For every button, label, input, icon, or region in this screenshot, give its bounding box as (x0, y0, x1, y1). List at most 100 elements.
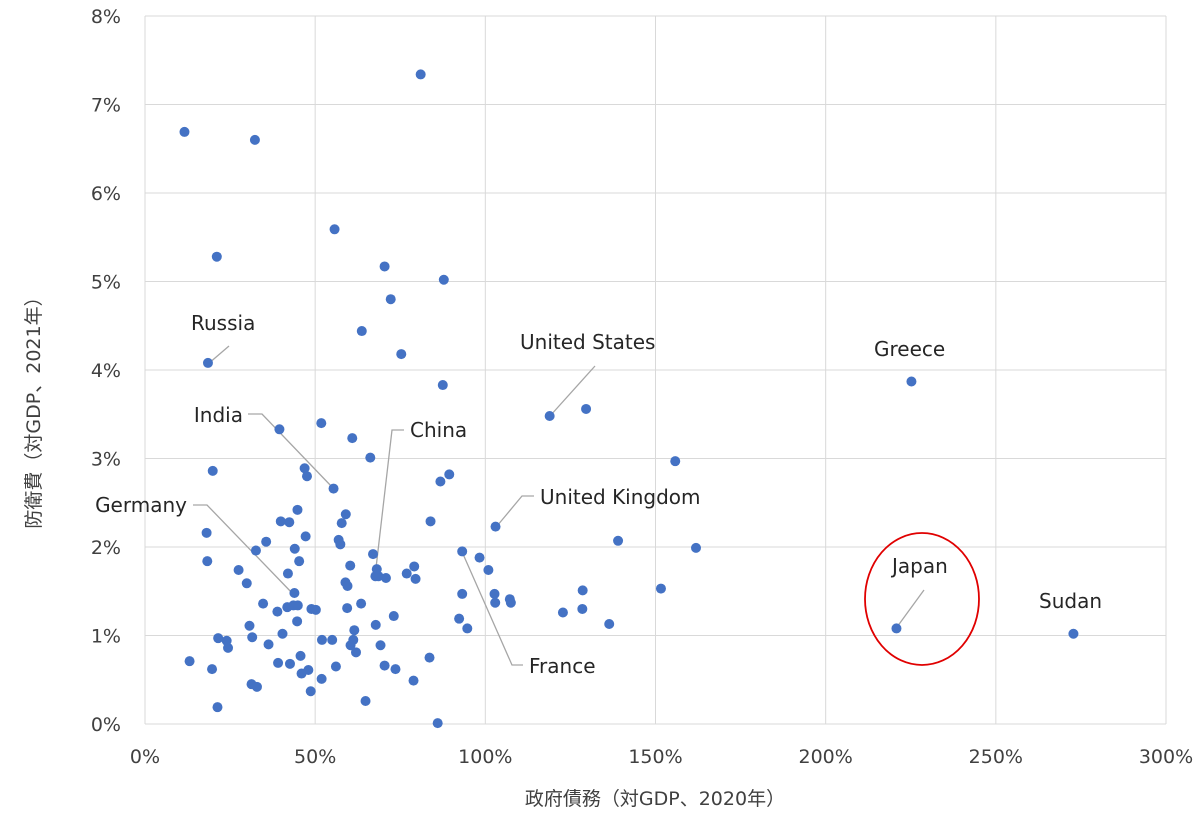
data-point (292, 616, 303, 627)
y-tick-label: 5% (91, 272, 121, 294)
data-point (212, 702, 223, 713)
data-point (247, 632, 258, 643)
x-tick-label: 200% (799, 746, 853, 768)
data-point (335, 539, 346, 550)
data-point (295, 650, 306, 661)
data-point (282, 602, 293, 613)
data-point (201, 527, 212, 538)
data-point (379, 261, 390, 272)
data-point (345, 560, 356, 571)
data-point (891, 623, 902, 634)
data-point (179, 126, 190, 137)
india-leader-line (248, 413, 334, 489)
x-tick-label: 0% (130, 746, 160, 768)
point-annotations: Russia India China Germany United States Gree… (95, 311, 1102, 678)
y-tick-label: 7% (91, 95, 121, 117)
y-tick-label: 4% (91, 360, 121, 382)
data-point (244, 620, 255, 631)
data-point (272, 606, 283, 617)
data-point (289, 588, 300, 599)
data-point (251, 681, 262, 692)
data-point (336, 518, 347, 529)
data-point (249, 134, 260, 145)
data-point (207, 465, 218, 476)
data-point (328, 483, 339, 494)
tick-labels: 0% 50% 100% 150% 200% 250% 300% 0% 1% 2% 3% 4% 5% 6% 7… (91, 6, 1193, 768)
x-axis-title: 政府債務（対GDP、2020年） (525, 788, 785, 810)
data-point (370, 619, 381, 630)
data-point (213, 633, 224, 644)
data-point (202, 357, 213, 368)
data-point (690, 542, 701, 553)
data-point (396, 349, 407, 360)
data-point (349, 625, 360, 636)
data-point (342, 580, 353, 591)
data-point (316, 418, 327, 429)
data-point (356, 326, 367, 337)
data-point (409, 561, 420, 572)
united-kingdom-leader-line (496, 495, 534, 527)
japan-label: Japan (890, 554, 948, 578)
data-point (300, 531, 311, 542)
data-point (263, 639, 274, 650)
data-point (284, 517, 295, 528)
data-point (347, 433, 358, 444)
japan-highlight-circle (864, 532, 980, 666)
gridlines (144, 15, 1167, 725)
data-point (557, 607, 568, 618)
data-point (483, 565, 494, 576)
data-point (444, 469, 455, 480)
germany-leader-line (193, 504, 295, 596)
data-point (368, 549, 379, 560)
india-label: India (194, 403, 243, 427)
data-point (329, 224, 340, 235)
data-point (454, 613, 465, 624)
data-point (356, 598, 367, 609)
data-point (375, 640, 386, 651)
data-point (241, 578, 252, 589)
data-point (184, 656, 195, 667)
y-tick-label: 0% (91, 714, 121, 736)
data-point (250, 545, 261, 556)
data-point (330, 661, 341, 672)
data-point (289, 543, 300, 554)
data-point (390, 664, 401, 675)
china-label: China (410, 418, 467, 442)
data-point (365, 452, 376, 463)
y-tick-label: 8% (91, 6, 121, 28)
data-point (371, 564, 382, 575)
united-states-label: United States (520, 330, 655, 354)
data-point (424, 652, 435, 663)
y-tick-label: 2% (91, 537, 121, 559)
sudan-label: Sudan (1039, 589, 1102, 613)
data-point (233, 565, 244, 576)
data-point (301, 471, 312, 482)
data-point (342, 603, 353, 614)
x-tick-label: 300% (1139, 746, 1193, 768)
data-point (316, 634, 327, 645)
data-point (296, 668, 307, 679)
data-point (345, 640, 356, 651)
data-point (310, 604, 321, 615)
data-point (327, 634, 338, 645)
data-point (340, 509, 351, 520)
data-point (380, 572, 391, 583)
data-point (613, 535, 624, 546)
greece-label: Greece (874, 337, 945, 361)
russia-label: Russia (191, 311, 255, 335)
y-tick-label: 1% (91, 626, 121, 648)
data-point (379, 660, 390, 671)
united-kingdom-label: United Kingdom (540, 485, 701, 509)
data-point (277, 628, 288, 639)
data-point (292, 504, 303, 515)
data-point (505, 597, 516, 608)
data-point (438, 274, 449, 285)
data-point (305, 686, 316, 697)
y-tick-label: 3% (91, 449, 121, 471)
data-point (1068, 628, 1079, 639)
data-point (316, 673, 327, 684)
data-point (211, 251, 222, 262)
x-tick-label: 100% (458, 746, 512, 768)
data-point (202, 556, 213, 567)
